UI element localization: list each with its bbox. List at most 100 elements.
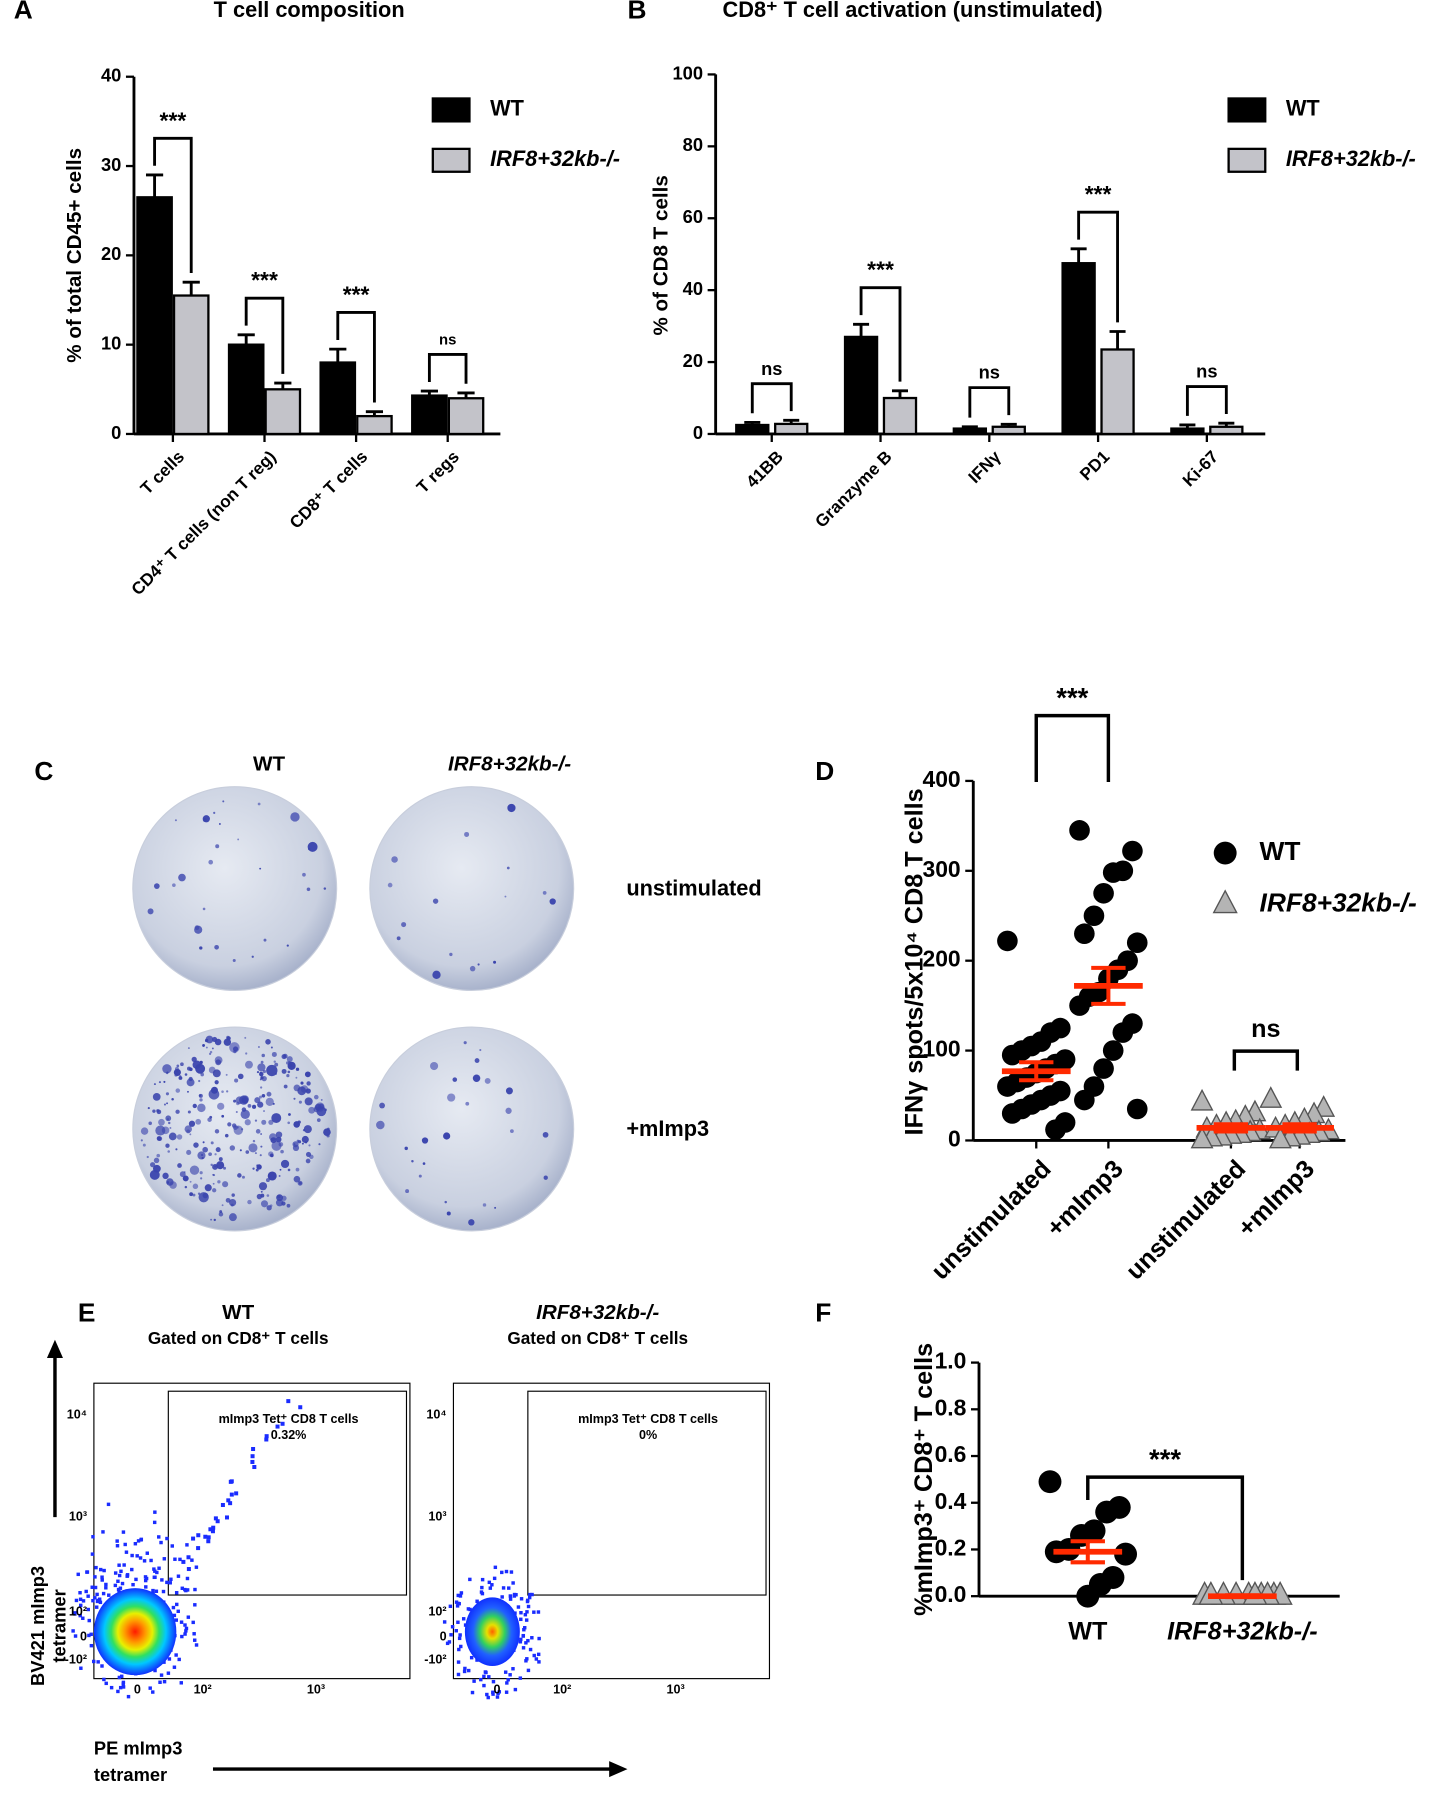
x-tick-label: Ki-67 bbox=[1178, 446, 1222, 490]
event bbox=[121, 1530, 126, 1534]
event bbox=[492, 1576, 497, 1581]
legend-swatch bbox=[431, 147, 471, 173]
sem-bar bbox=[1282, 1122, 1317, 1134]
event bbox=[525, 1657, 529, 1661]
bar bbox=[1170, 427, 1205, 436]
spot bbox=[189, 1133, 192, 1136]
significance-label: *** bbox=[1149, 1443, 1181, 1474]
event bbox=[106, 1502, 111, 1507]
spot bbox=[255, 1168, 259, 1172]
spot bbox=[147, 1107, 150, 1110]
significance-label: *** bbox=[251, 267, 278, 293]
event bbox=[138, 1556, 143, 1560]
sem-bar bbox=[1070, 1539, 1105, 1565]
data-point bbox=[1038, 1470, 1062, 1494]
event bbox=[176, 1609, 180, 1614]
event bbox=[95, 1599, 100, 1604]
event bbox=[526, 1604, 531, 1609]
y-tick-label: 0 bbox=[80, 1630, 87, 1644]
data-point bbox=[1069, 995, 1090, 1016]
significance-label: ns bbox=[1196, 361, 1217, 382]
spot bbox=[237, 1073, 244, 1080]
event bbox=[149, 1558, 153, 1563]
x-tick-label: +mImp3 bbox=[1232, 1155, 1320, 1243]
spot bbox=[167, 1150, 170, 1153]
data-point bbox=[1074, 923, 1095, 945]
spot bbox=[244, 1119, 251, 1126]
event bbox=[98, 1567, 103, 1572]
event bbox=[537, 1660, 541, 1664]
spot bbox=[447, 1093, 456, 1102]
event bbox=[229, 1479, 234, 1484]
event bbox=[194, 1565, 199, 1569]
spot bbox=[286, 944, 289, 947]
spot bbox=[197, 1151, 206, 1160]
event bbox=[84, 1589, 88, 1594]
event bbox=[167, 1657, 172, 1661]
significance-label: ns bbox=[761, 358, 782, 379]
event bbox=[91, 1598, 95, 1603]
spot bbox=[405, 1189, 410, 1194]
x-tick-label: T cells bbox=[136, 446, 188, 498]
event bbox=[298, 1405, 303, 1410]
x-tick-label: 0 bbox=[493, 1682, 500, 1696]
bar bbox=[952, 427, 988, 436]
event bbox=[186, 1615, 191, 1619]
spot bbox=[175, 1109, 180, 1114]
event bbox=[73, 1634, 78, 1638]
event bbox=[275, 1424, 280, 1429]
event bbox=[100, 1664, 104, 1668]
spot bbox=[178, 1076, 183, 1080]
bar bbox=[991, 425, 1026, 436]
spot bbox=[295, 1167, 300, 1172]
event bbox=[482, 1683, 486, 1688]
event bbox=[530, 1636, 534, 1640]
spot bbox=[278, 1142, 284, 1147]
event bbox=[152, 1520, 157, 1525]
event bbox=[525, 1610, 529, 1614]
y-tick-label: 10⁴ bbox=[426, 1408, 446, 1422]
event bbox=[90, 1585, 94, 1589]
spot bbox=[278, 1175, 281, 1177]
event bbox=[511, 1667, 515, 1671]
significance-label: *** bbox=[1056, 682, 1088, 713]
data-point bbox=[1045, 1119, 1066, 1140]
event bbox=[130, 1553, 134, 1558]
event bbox=[210, 1529, 215, 1534]
spot bbox=[287, 1168, 291, 1172]
spot bbox=[195, 1118, 202, 1125]
significance-label: *** bbox=[343, 282, 370, 308]
bar bbox=[1061, 262, 1096, 436]
event bbox=[252, 1465, 257, 1470]
event bbox=[491, 1690, 495, 1695]
error-bar bbox=[783, 418, 800, 424]
arrow-head bbox=[46, 1339, 63, 1359]
event bbox=[523, 1626, 527, 1630]
y-axis-label: %mImp3⁺ CD8⁺ T cells bbox=[910, 1343, 938, 1616]
spot bbox=[304, 1071, 311, 1078]
event bbox=[78, 1591, 82, 1595]
event bbox=[101, 1591, 106, 1596]
event bbox=[457, 1636, 462, 1641]
spot bbox=[482, 1203, 487, 1207]
significance-bracket bbox=[859, 286, 902, 382]
spot bbox=[275, 1131, 283, 1138]
spot bbox=[297, 1140, 302, 1144]
spot bbox=[255, 1129, 261, 1134]
event bbox=[456, 1672, 461, 1677]
spot bbox=[229, 1145, 236, 1151]
event bbox=[154, 1589, 159, 1593]
spot bbox=[267, 1171, 277, 1181]
y-tick-label: 40 bbox=[101, 65, 121, 86]
y-tick-label: -10² bbox=[424, 1653, 446, 1667]
data-point bbox=[1112, 1022, 1134, 1043]
error-bar bbox=[145, 173, 164, 198]
event bbox=[523, 1612, 528, 1617]
significance-bracket bbox=[968, 386, 1011, 418]
event bbox=[113, 1583, 118, 1588]
event bbox=[493, 1565, 498, 1570]
spot bbox=[281, 1068, 287, 1074]
data-point bbox=[1190, 1088, 1214, 1111]
event bbox=[528, 1647, 533, 1652]
event bbox=[508, 1673, 512, 1677]
